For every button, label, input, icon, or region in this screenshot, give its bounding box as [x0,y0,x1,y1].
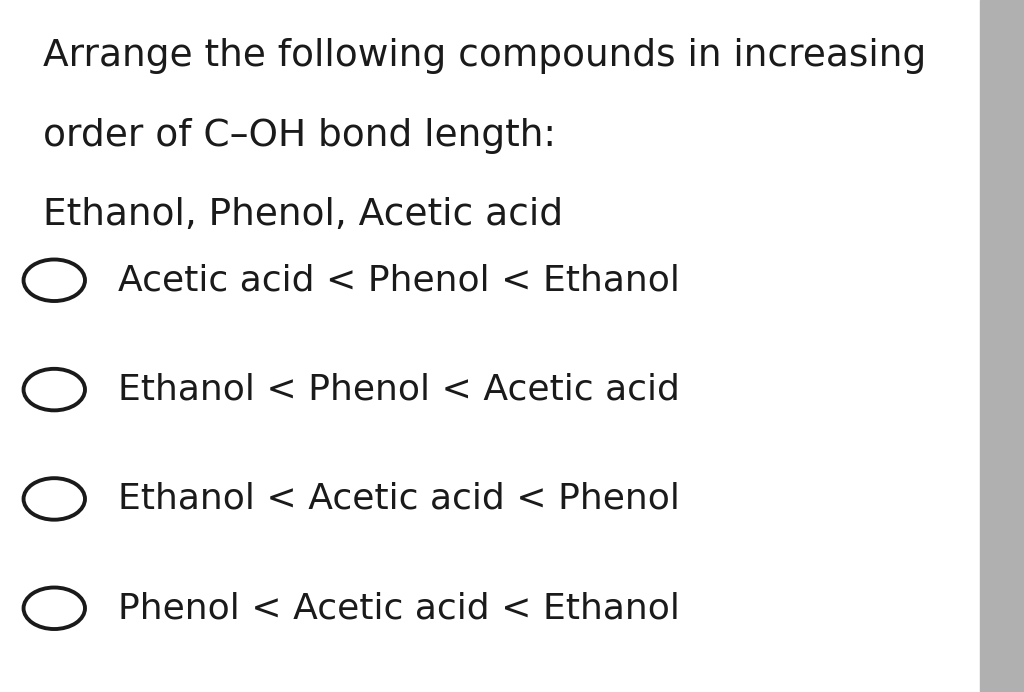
Text: Ethanol < Phenol < Acetic acid: Ethanol < Phenol < Acetic acid [118,372,680,407]
Text: Phenol < Acetic acid < Ethanol: Phenol < Acetic acid < Ethanol [118,591,680,626]
Text: Arrange the following compounds in increasing: Arrange the following compounds in incre… [43,38,927,74]
Text: Acetic acid < Phenol < Ethanol: Acetic acid < Phenol < Ethanol [118,263,680,298]
Text: Ethanol, Phenol, Acetic acid: Ethanol, Phenol, Acetic acid [43,197,563,233]
Bar [980,0,1024,692]
Text: Ethanol < Acetic acid < Phenol: Ethanol < Acetic acid < Phenol [118,482,680,516]
Text: order of C–OH bond length:: order of C–OH bond length: [43,118,556,154]
